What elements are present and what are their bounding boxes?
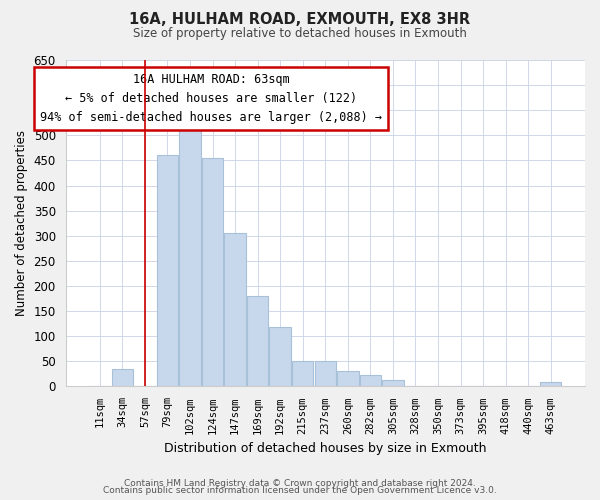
Text: 16A, HULHAM ROAD, EXMOUTH, EX8 3HR: 16A, HULHAM ROAD, EXMOUTH, EX8 3HR [130, 12, 470, 28]
X-axis label: Distribution of detached houses by size in Exmouth: Distribution of detached houses by size … [164, 442, 487, 455]
Bar [179, 128, 201, 386]
Bar [337, 372, 359, 386]
Bar [224, 234, 246, 386]
Bar [314, 362, 336, 386]
Text: Contains HM Land Registry data © Crown copyright and database right 2024.: Contains HM Land Registry data © Crown c… [124, 478, 476, 488]
Text: Contains public sector information licensed under the Open Government Licence v3: Contains public sector information licen… [103, 486, 497, 495]
Bar [202, 158, 223, 386]
Bar [157, 156, 178, 386]
Text: Size of property relative to detached houses in Exmouth: Size of property relative to detached ho… [133, 28, 467, 40]
Bar [292, 362, 313, 386]
Bar [359, 376, 381, 386]
Bar [540, 382, 562, 386]
Y-axis label: Number of detached properties: Number of detached properties [15, 130, 28, 316]
Bar [247, 296, 268, 386]
Bar [112, 369, 133, 386]
Bar [269, 327, 291, 386]
Text: 16A HULHAM ROAD: 63sqm
← 5% of detached houses are smaller (122)
94% of semi-det: 16A HULHAM ROAD: 63sqm ← 5% of detached … [40, 73, 382, 124]
Bar [382, 380, 404, 386]
